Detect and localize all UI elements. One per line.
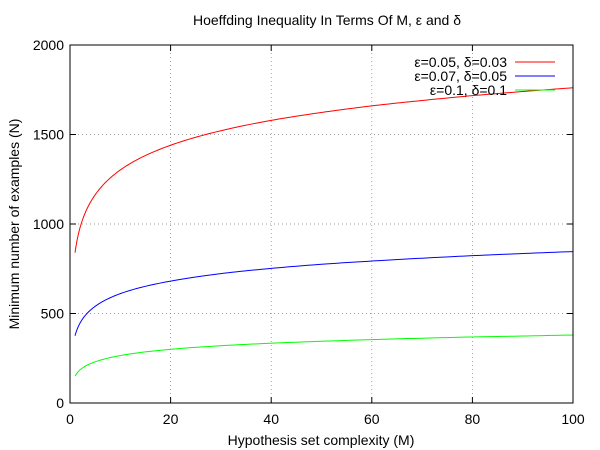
legend-label-1: ε=0.05, δ=0.03 <box>414 54 507 70</box>
x-tick-label: 40 <box>263 411 279 427</box>
x-tick-label: 100 <box>561 411 585 427</box>
plot-frame <box>69 44 574 404</box>
y-tick-label: 1000 <box>33 216 64 232</box>
chart-title: Hoeffding Inequality In Terms Of M, ε an… <box>193 12 461 28</box>
x-axis-label: Hypothesis set complexity (M) <box>228 432 415 448</box>
series-line-3 <box>74 334 574 377</box>
series-line-2 <box>74 251 574 336</box>
y-tick-label: 500 <box>41 306 65 322</box>
y-tick-label: 1500 <box>33 127 64 143</box>
y-tick-label: 2000 <box>33 37 64 53</box>
y-axis-label: Minimum number of examples (N) <box>6 119 22 330</box>
x-tick-label: 80 <box>465 411 481 427</box>
x-tick-label: 60 <box>364 411 380 427</box>
y-tick-label: 0 <box>56 395 64 411</box>
x-tick-label: 0 <box>66 411 74 427</box>
x-tick-label: 20 <box>163 411 179 427</box>
legend-label-2: ε=0.07, δ=0.05 <box>414 68 507 84</box>
legend-label-3: ε=0.1, δ=0.1 <box>430 82 507 98</box>
series-line-1 <box>74 87 574 253</box>
series-layer <box>74 87 574 377</box>
legend: ε=0.05, δ=0.03ε=0.07, δ=0.05ε=0.1, δ=0.1 <box>414 54 555 98</box>
grid-layer <box>70 45 573 403</box>
